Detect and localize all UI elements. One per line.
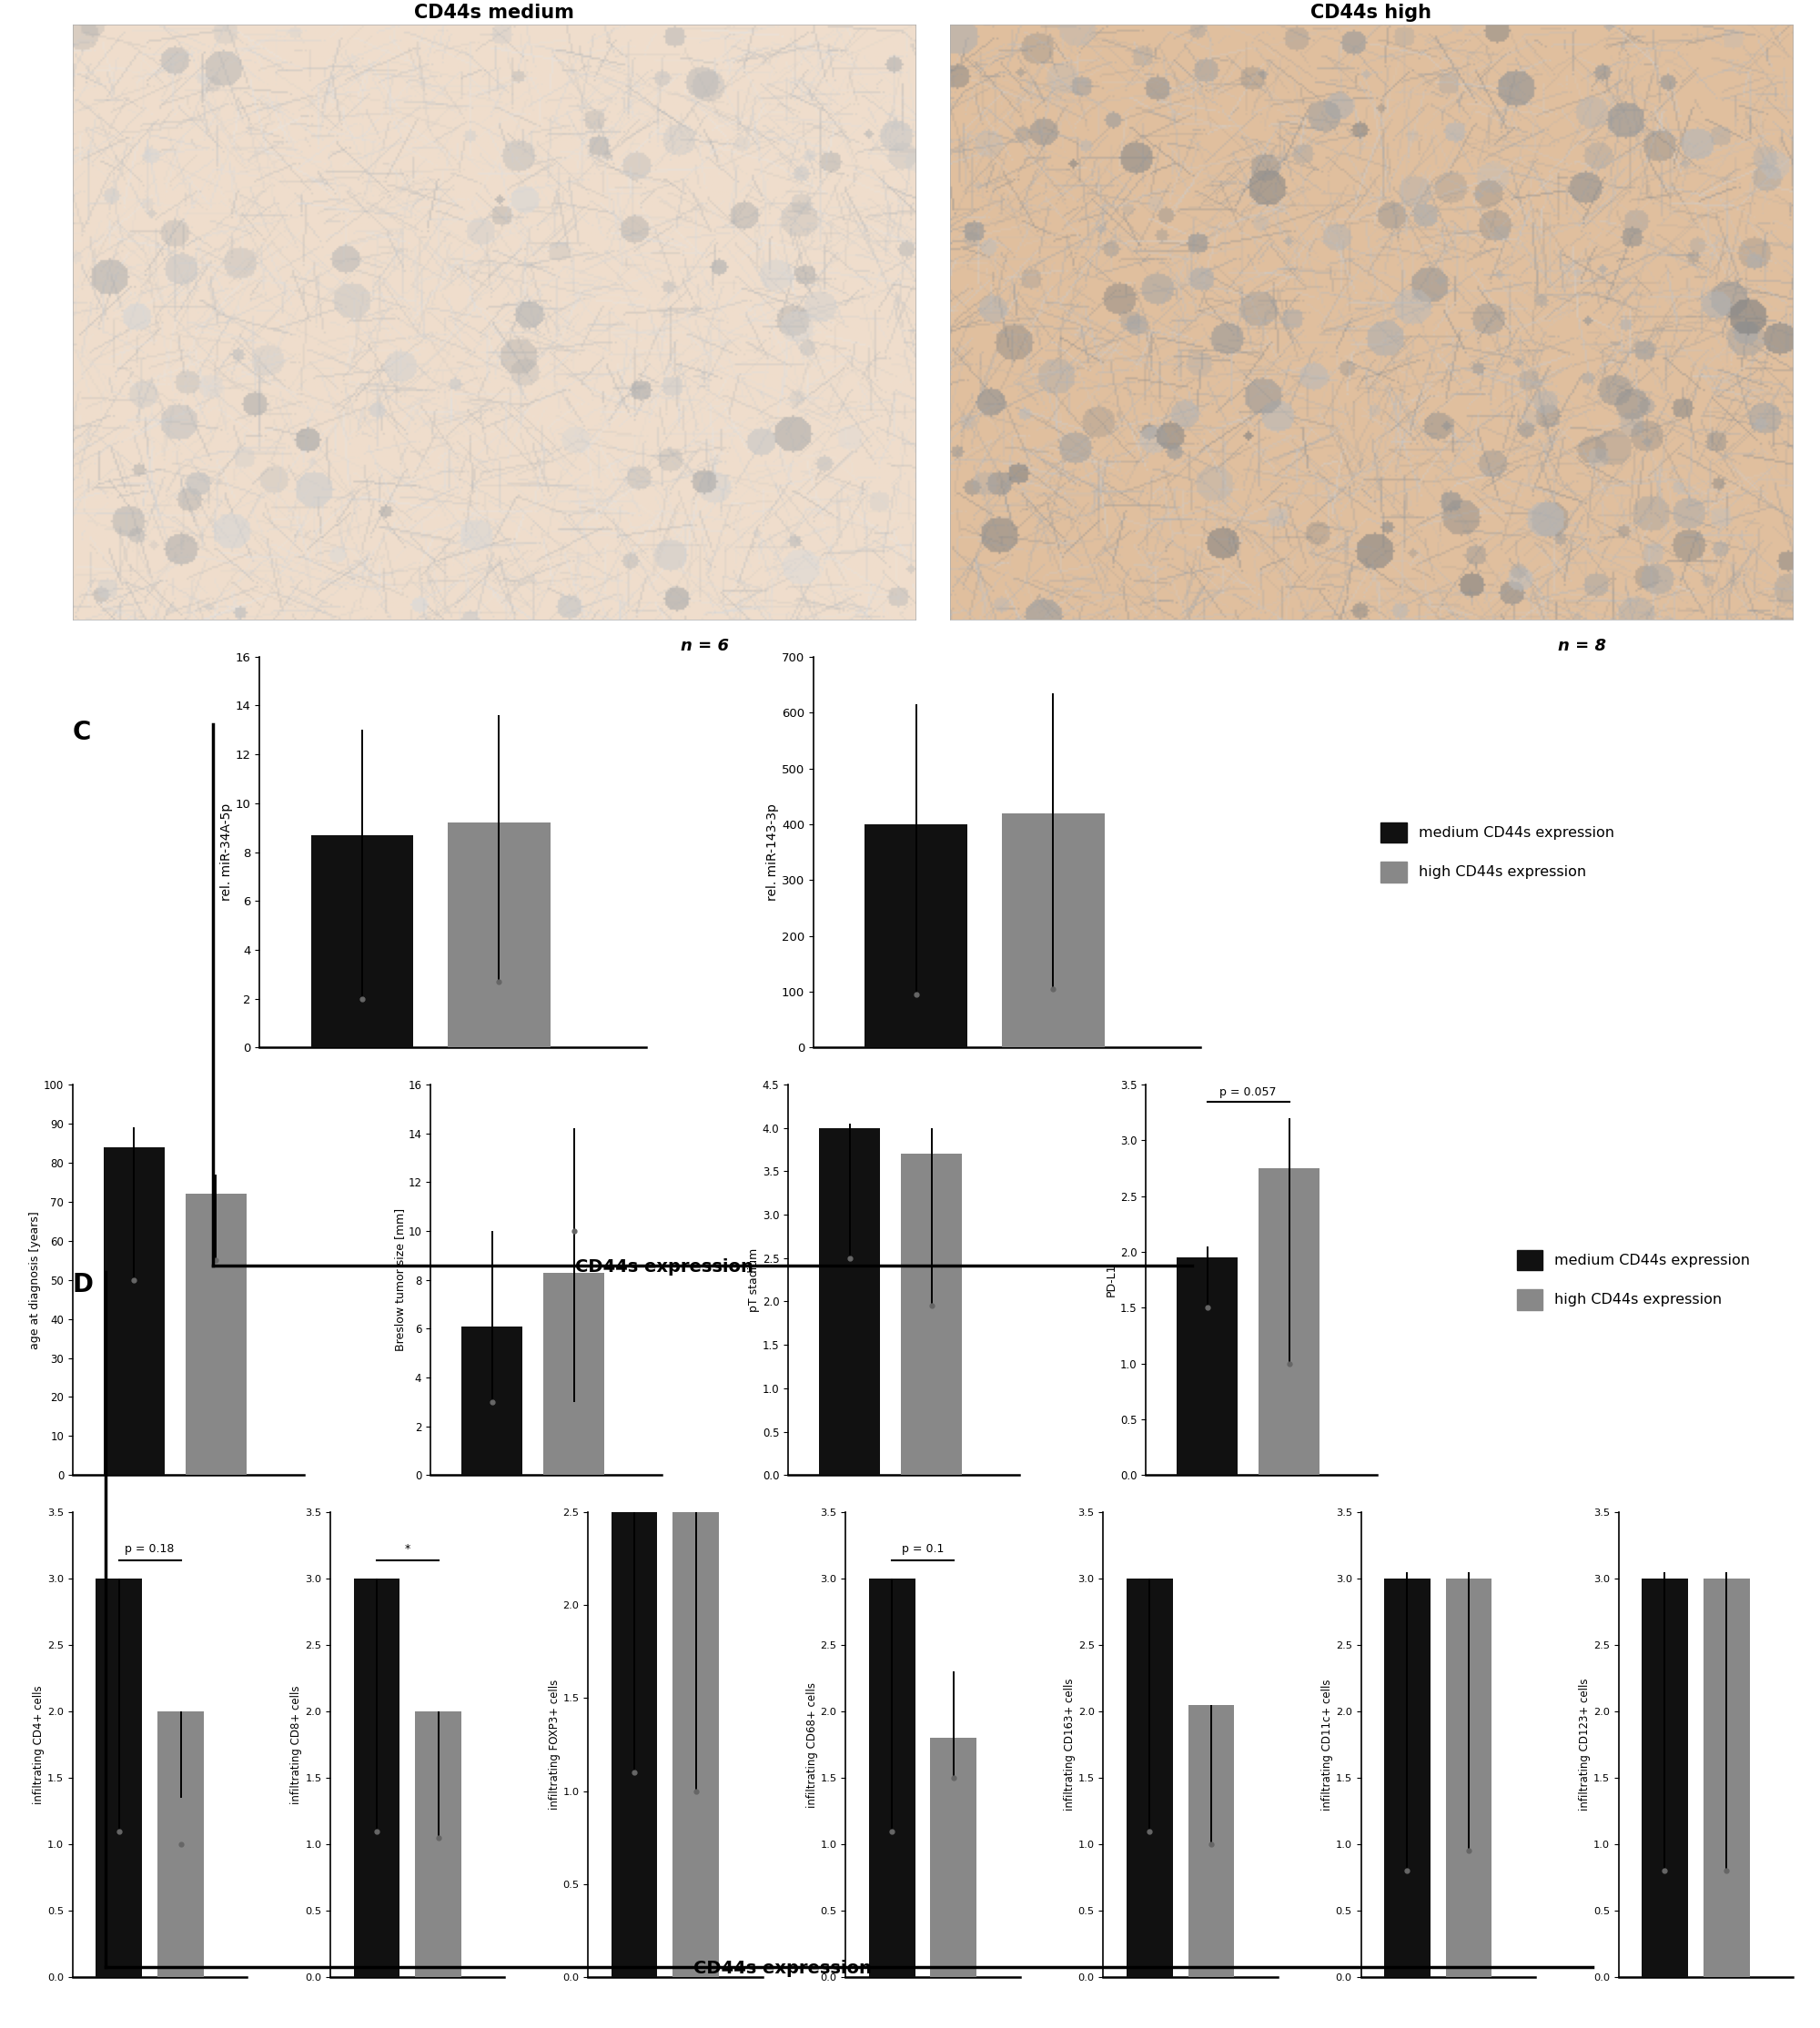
Bar — [1258, 1168, 1320, 1474]
Bar — [311, 836, 413, 1048]
Bar — [1188, 1706, 1234, 1977]
Y-axis label: Breslow tumor size [mm]: Breslow tumor size [mm] — [393, 1209, 406, 1351]
Text: C: C — [73, 720, 91, 746]
Bar — [542, 1272, 604, 1474]
Text: p = 0.057: p = 0.057 — [1219, 1087, 1276, 1099]
Bar — [415, 1712, 462, 1977]
Bar — [104, 1148, 166, 1474]
Bar — [1445, 1578, 1492, 1977]
Text: D: D — [73, 1272, 95, 1298]
Y-axis label: age at diagnosis [years]: age at diagnosis [years] — [29, 1211, 42, 1349]
Bar — [868, 1578, 915, 1977]
Bar — [1642, 1578, 1687, 1977]
Y-axis label: infiltrating CD4+ cells: infiltrating CD4+ cells — [33, 1685, 46, 1805]
Text: p = 0.18: p = 0.18 — [126, 1543, 175, 1555]
Y-axis label: rel. miR-34A-5p: rel. miR-34A-5p — [220, 803, 233, 900]
Y-axis label: infiltrating CD123+ cells: infiltrating CD123+ cells — [1580, 1679, 1591, 1811]
Y-axis label: PD-L1: PD-L1 — [1107, 1263, 1117, 1296]
Bar — [901, 1154, 963, 1474]
Y-axis label: infiltrating CD11c+ cells: infiltrating CD11c+ cells — [1321, 1679, 1332, 1811]
Bar — [864, 823, 968, 1048]
Bar — [1127, 1578, 1172, 1977]
Bar — [186, 1194, 248, 1474]
Y-axis label: infiltrating FOXP3+ cells: infiltrating FOXP3+ cells — [548, 1679, 561, 1809]
Text: n = 6: n = 6 — [681, 637, 730, 655]
Bar — [612, 1456, 657, 1977]
Bar — [448, 823, 550, 1048]
Bar — [1704, 1578, 1749, 1977]
Text: n = 8: n = 8 — [1558, 637, 1605, 655]
Bar — [1001, 813, 1105, 1048]
Bar — [1176, 1257, 1238, 1474]
Bar — [158, 1712, 204, 1977]
Bar — [819, 1128, 881, 1474]
Y-axis label: infiltrating CD8+ cells: infiltrating CD8+ cells — [291, 1685, 302, 1805]
Legend: medium CD44s expression, high CD44s expression: medium CD44s expression, high CD44s expr… — [1374, 817, 1620, 888]
Text: CD44s expression: CD44s expression — [693, 1959, 872, 1977]
Text: *: * — [404, 1543, 410, 1555]
Title: CD44s high: CD44s high — [1310, 4, 1432, 22]
Y-axis label: infiltrating CD163+ cells: infiltrating CD163+ cells — [1063, 1679, 1076, 1811]
Bar — [353, 1578, 400, 1977]
Bar — [96, 1578, 142, 1977]
Title: CD44s medium: CD44s medium — [415, 4, 575, 22]
Bar — [1383, 1578, 1431, 1977]
Y-axis label: rel. miR-143-3p: rel. miR-143-3p — [766, 803, 779, 900]
Legend: medium CD44s expression, high CD44s expression: medium CD44s expression, high CD44s expr… — [1511, 1243, 1756, 1316]
Y-axis label: pT stadium: pT stadium — [748, 1247, 759, 1312]
Text: CD44s expression: CD44s expression — [575, 1257, 753, 1276]
Y-axis label: infiltrating CD68+ cells: infiltrating CD68+ cells — [806, 1681, 817, 1807]
Bar — [930, 1738, 977, 1977]
Bar — [460, 1326, 522, 1474]
Bar — [673, 1456, 719, 1977]
Text: p = 0.1: p = 0.1 — [901, 1543, 945, 1555]
